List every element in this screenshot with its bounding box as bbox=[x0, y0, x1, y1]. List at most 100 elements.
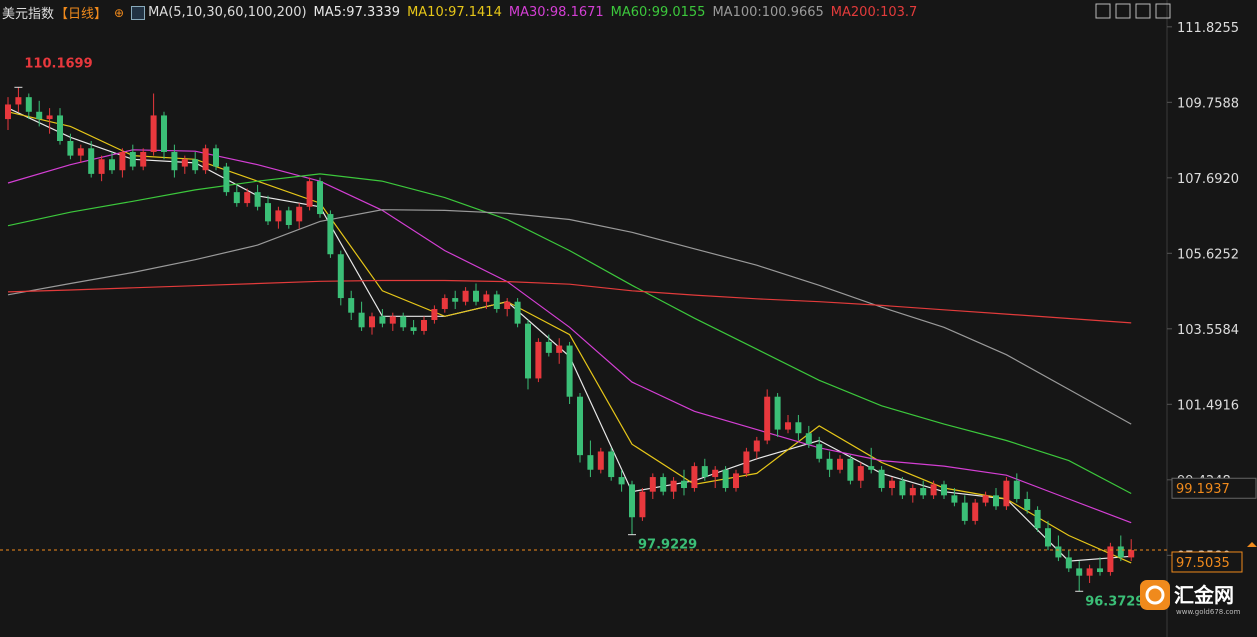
candle-body bbox=[920, 488, 927, 496]
candle-body bbox=[77, 148, 84, 156]
candle-body bbox=[1097, 568, 1103, 573]
candle-body bbox=[629, 484, 635, 518]
candle-body bbox=[46, 115, 53, 120]
candle-body bbox=[88, 148, 95, 174]
candle-body bbox=[306, 181, 313, 207]
candle-body bbox=[192, 159, 199, 171]
candle-body bbox=[753, 440, 760, 452]
candle-body bbox=[109, 159, 115, 171]
candle-body bbox=[1045, 528, 1051, 547]
candle-body bbox=[348, 298, 355, 313]
candle-body bbox=[1076, 568, 1083, 576]
candle-body bbox=[660, 477, 667, 492]
candle-body bbox=[358, 312, 365, 328]
candle-body bbox=[597, 451, 604, 470]
watermark-url: www.gold678.com bbox=[1176, 608, 1241, 616]
candle-body bbox=[389, 316, 396, 324]
candle-body bbox=[733, 473, 739, 489]
candle-body bbox=[649, 477, 656, 492]
candle-body bbox=[1128, 550, 1135, 558]
candle-body bbox=[483, 294, 490, 302]
candle-body bbox=[1003, 480, 1010, 507]
toolbar bbox=[1095, 3, 1171, 19]
candle-body bbox=[899, 480, 906, 496]
candle-body bbox=[535, 341, 542, 379]
candle-body bbox=[577, 396, 583, 456]
candle-body bbox=[847, 458, 854, 481]
candle-body bbox=[462, 290, 469, 302]
candle-body bbox=[421, 319, 427, 331]
candle-body bbox=[25, 97, 32, 112]
ma-line bbox=[7, 173, 1132, 495]
candle-body bbox=[254, 192, 261, 207]
y-tick-label: 105.6252 bbox=[1177, 247, 1239, 262]
candle-body bbox=[337, 254, 344, 299]
candle-body bbox=[639, 491, 646, 518]
tool-icon[interactable] bbox=[1095, 3, 1111, 19]
candle-body bbox=[525, 323, 531, 379]
candle-body bbox=[681, 480, 687, 489]
period[interactable]: 【日线】 bbox=[55, 7, 108, 22]
tool-icon[interactable] bbox=[1155, 3, 1171, 19]
candle-body bbox=[941, 484, 947, 496]
candle-body bbox=[670, 480, 677, 492]
legend-entry: MA200:103.7 bbox=[830, 5, 918, 20]
title: 美元指数 bbox=[2, 7, 55, 22]
candle-body bbox=[1086, 568, 1093, 576]
logo: 汇金网 www.gold678.com bbox=[1140, 580, 1241, 616]
candle-body bbox=[722, 469, 729, 489]
candle-body bbox=[202, 148, 209, 171]
candle-body bbox=[857, 466, 864, 481]
candle-body bbox=[566, 345, 573, 397]
tool-icon[interactable] bbox=[1115, 3, 1131, 19]
price-box bbox=[1171, 477, 1257, 499]
price-arrow bbox=[1247, 541, 1257, 547]
candle-body bbox=[785, 422, 791, 430]
candle-body bbox=[909, 488, 916, 496]
candle-body bbox=[493, 294, 500, 310]
candle-body bbox=[993, 495, 999, 507]
tool-icon[interactable] bbox=[1135, 3, 1151, 19]
candle-body bbox=[119, 151, 126, 171]
candle-body bbox=[1055, 546, 1062, 558]
candle-body bbox=[410, 327, 417, 331]
candle-body bbox=[982, 495, 989, 503]
candle-body bbox=[608, 451, 615, 478]
candle-body bbox=[514, 301, 521, 324]
candle-body bbox=[369, 316, 375, 328]
candle-body bbox=[223, 166, 230, 193]
candle-body bbox=[961, 502, 968, 521]
candle-body bbox=[951, 495, 958, 503]
candle-body bbox=[233, 192, 240, 204]
candle-body bbox=[57, 115, 63, 141]
candle-body bbox=[556, 345, 563, 353]
annotation: 96.3729 bbox=[1085, 594, 1144, 609]
candle-body bbox=[265, 203, 271, 222]
y-tick-label: 109.7588 bbox=[1177, 96, 1239, 111]
candle-body bbox=[379, 316, 386, 324]
candle-body bbox=[1034, 509, 1041, 529]
candle-body bbox=[878, 469, 885, 489]
candle-body bbox=[400, 316, 407, 328]
logo-icon bbox=[1140, 580, 1170, 610]
candle-body bbox=[816, 444, 823, 459]
marker-price: 99.1937 bbox=[1176, 482, 1230, 497]
legend-entry: MA30:98.1671 bbox=[508, 5, 604, 20]
candle-body bbox=[1024, 498, 1031, 510]
candle-body bbox=[701, 466, 708, 478]
candle-body bbox=[431, 309, 438, 320]
candle-body bbox=[98, 159, 105, 174]
candle-body bbox=[618, 477, 625, 485]
candle-body bbox=[161, 115, 167, 152]
y-tick-label: 103.5584 bbox=[1177, 323, 1239, 338]
candle-body bbox=[712, 469, 719, 478]
add-icon[interactable]: ⊕ bbox=[114, 5, 125, 20]
legend-entry: MA60:99.0155 bbox=[610, 5, 706, 20]
candle-body bbox=[140, 151, 147, 167]
indicator-icon[interactable] bbox=[131, 5, 146, 20]
candle-body bbox=[795, 422, 802, 434]
candle-body bbox=[244, 192, 251, 204]
candle-body bbox=[129, 151, 136, 167]
legend-entry: MA5:97.3339 bbox=[313, 5, 401, 20]
